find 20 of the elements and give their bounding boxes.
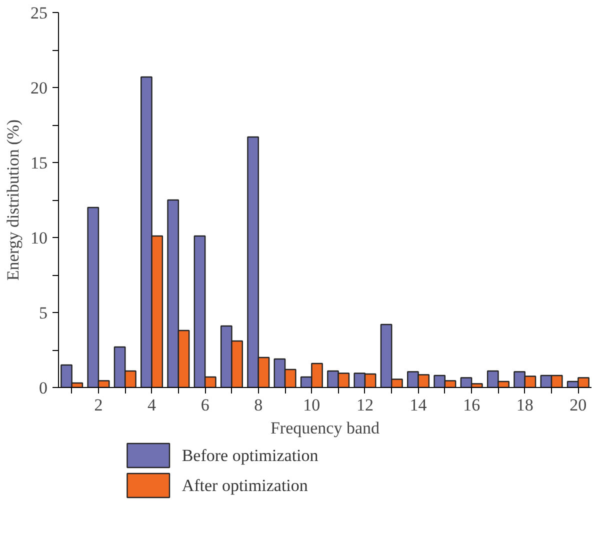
x-tick-label: 6 — [200, 396, 210, 414]
y-tick-label: 10 — [30, 228, 48, 248]
x-tick-label: 8 — [254, 396, 263, 414]
legend-label: After optimization — [182, 476, 308, 495]
x-tick-label: 16 — [463, 396, 480, 414]
x-axis-title: Frequency band — [270, 418, 380, 438]
y-tick-label: 20 — [30, 78, 48, 98]
x-tick-label: 4 — [148, 396, 157, 414]
x-tick-label: 2 — [94, 396, 103, 414]
y-tick-label: 15 — [30, 154, 48, 172]
x-tick-label: 10 — [303, 396, 320, 414]
y-axis-title: Energy distribution (%) — [4, 119, 22, 281]
y-tick-label: 0 — [39, 378, 48, 398]
y-tick-label: 25 — [30, 4, 48, 22]
x-tick-label: 18 — [516, 396, 534, 414]
x-tick-label: 12 — [356, 396, 374, 414]
y-tick-label: 5 — [39, 304, 48, 322]
x-tick-label: 20 — [570, 396, 587, 414]
legend-label: Before optimization — [182, 446, 319, 465]
x-tick-label: 14 — [410, 396, 428, 414]
